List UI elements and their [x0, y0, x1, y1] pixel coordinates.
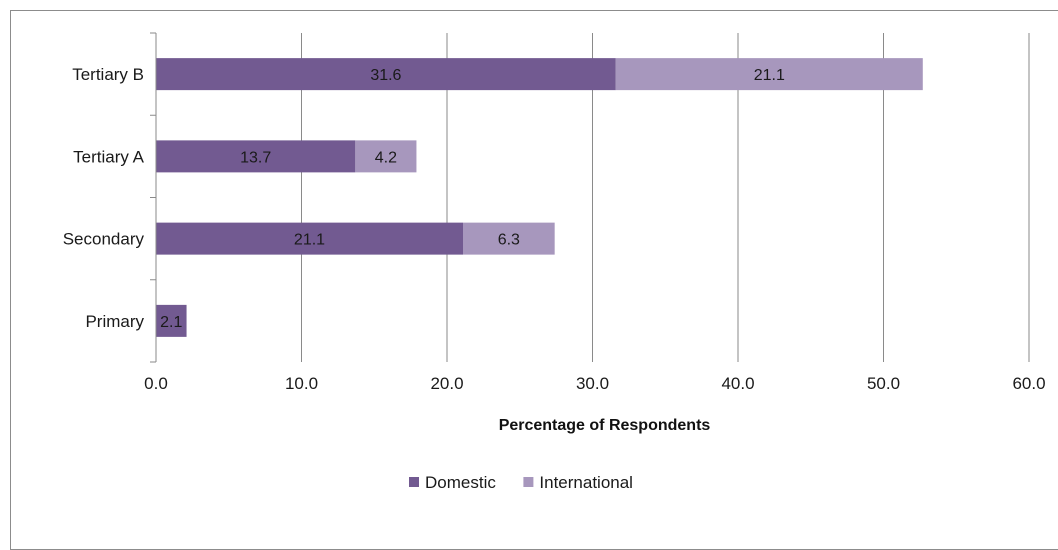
legend-swatch-domestic	[409, 477, 419, 487]
stacked-bar-chart: 0.0 10.0 20.0 30.0 40.0 50.0 60.0 Primary 2.1 Sec…	[63, 32, 1046, 492]
bar-domestic	[156, 222, 464, 255]
x-tick-label: 20.0	[430, 374, 463, 393]
bar-domestic	[156, 140, 356, 173]
data-label: 6.3	[498, 232, 520, 249]
data-label: 21.1	[754, 67, 785, 84]
data-label: 21.1	[294, 232, 325, 249]
axes	[150, 32, 157, 363]
chart-frame: 0.0 10.0 20.0 30.0 40.0 50.0 60.0 Primary 2.1 Sec…	[10, 10, 1058, 550]
bar-international	[355, 140, 417, 173]
category-label: Tertiary B	[72, 65, 144, 84]
bar-domestic	[156, 58, 616, 91]
x-tick-label: 30.0	[576, 374, 609, 393]
category-label: Tertiary A	[73, 147, 145, 166]
x-tick-label: 40.0	[721, 374, 754, 393]
data-label: 4.2	[375, 149, 397, 166]
bar-international	[615, 58, 923, 91]
x-tick-label: 10.0	[285, 374, 318, 393]
category-label: Secondary	[63, 230, 145, 249]
legend-label-domestic: Domestic	[425, 473, 496, 492]
labels: 0.0 10.0 20.0 30.0 40.0 50.0 60.0 Primary 2.1 Sec…	[63, 65, 1046, 393]
bar-international	[463, 222, 555, 255]
x-axis-title: Percentage of Respondents	[499, 417, 711, 434]
data-label: 31.6	[370, 67, 401, 84]
x-tick-label: 60.0	[1012, 374, 1045, 393]
data-label: 13.7	[240, 149, 271, 166]
bar-domestic	[156, 304, 187, 337]
category-label: Primary	[85, 312, 144, 331]
bars	[156, 58, 923, 337]
data-label: 2.1	[160, 314, 182, 331]
x-tick-label: 0.0	[144, 374, 168, 393]
legend-label-international: International	[539, 473, 633, 492]
x-tick-label: 50.0	[867, 374, 900, 393]
legend-swatch-international	[523, 477, 534, 487]
legend: Domestic International	[409, 473, 633, 492]
